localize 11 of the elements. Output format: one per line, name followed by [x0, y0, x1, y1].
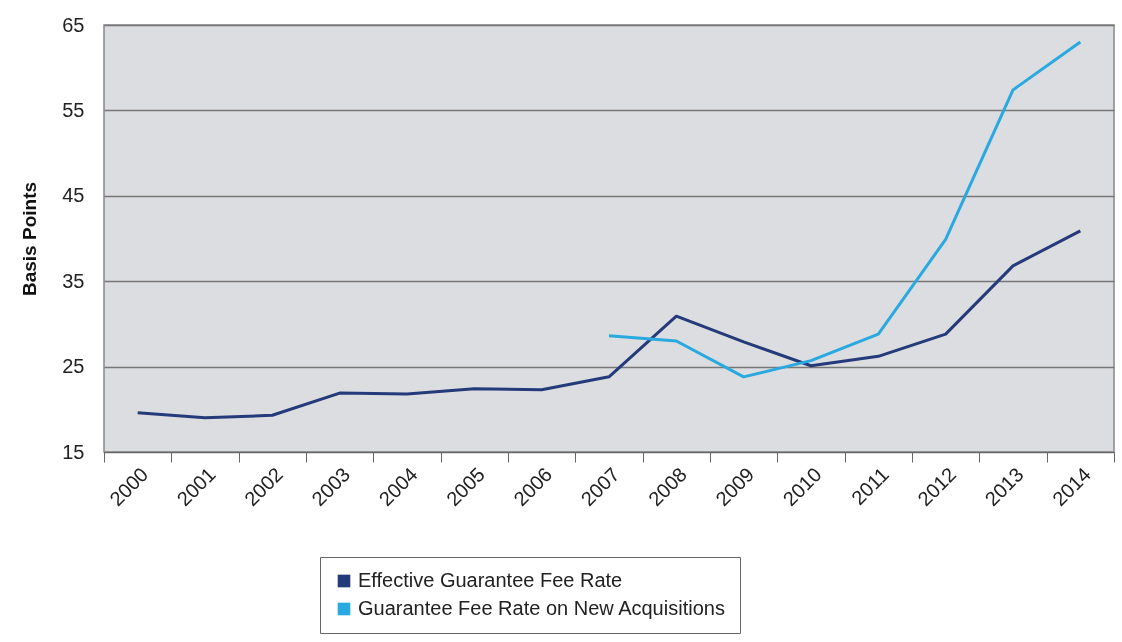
y-tick-label: 15: [62, 440, 85, 463]
y-tick-label: 25: [62, 355, 85, 378]
line-series: [136, 229, 1082, 420]
y-tick-label: 35: [62, 269, 85, 292]
y-axis-title: Basis Points: [19, 181, 41, 297]
y-tick-label: 55: [62, 98, 85, 121]
y-tick-label: 65: [62, 13, 85, 36]
y-tick-label: 45: [62, 184, 85, 207]
legend-label: Guarantee Fee Rate on New Acquisitions: [358, 597, 725, 619]
legend-label: Effective Guarantee Fee Rate: [358, 569, 623, 591]
line-series: [607, 40, 1082, 379]
